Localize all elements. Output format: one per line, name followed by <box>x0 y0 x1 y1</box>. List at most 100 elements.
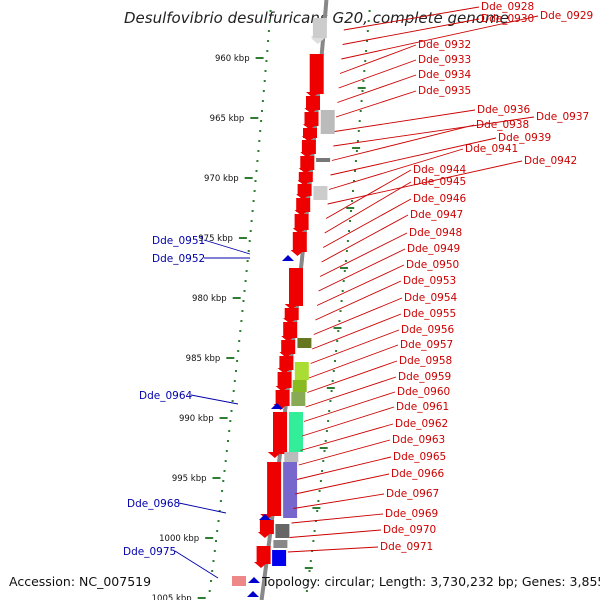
guide-dot <box>227 440 229 442</box>
scale-tick-label: 975 kbp <box>198 234 233 244</box>
guide-dot <box>345 250 348 252</box>
guide-dot <box>323 450 326 452</box>
guide-dot <box>208 590 211 592</box>
track-dotted-guides <box>208 10 371 592</box>
gene-block <box>292 232 307 252</box>
leader-line <box>341 15 539 60</box>
side-block <box>292 380 307 392</box>
guide-dot <box>250 220 253 222</box>
guide-dot <box>360 100 363 102</box>
guide-dot <box>343 270 346 272</box>
guide-dot <box>335 350 338 352</box>
gene-arrowhead <box>294 210 309 216</box>
guide-dot <box>245 270 248 272</box>
leader-line <box>343 6 480 31</box>
guide-dot <box>364 60 367 62</box>
leader-line <box>313 297 403 335</box>
guide-dot <box>261 110 263 112</box>
reverse-gene-block <box>232 576 246 586</box>
guide-dot <box>324 440 327 442</box>
guide-dot <box>368 10 371 12</box>
gene-block <box>303 128 317 138</box>
leader-line <box>293 493 385 509</box>
gene-block <box>306 96 320 110</box>
guide-dot <box>233 380 236 382</box>
guide-dot <box>354 160 357 162</box>
gene-arrowhead <box>297 180 312 186</box>
guide-dot <box>253 190 256 192</box>
scale-tick-label: 965 kbp <box>210 114 245 124</box>
leader-line <box>330 137 497 176</box>
guide-dot <box>355 150 358 152</box>
gene-arrowhead <box>277 368 292 374</box>
guide-dot <box>356 140 359 142</box>
gene-label-dde_0958: Dde_0958 <box>399 355 452 367</box>
reverse-gene-arrow <box>271 403 283 409</box>
guide-dot <box>249 230 252 232</box>
gene-label-dde_0969: Dde_0969 <box>385 508 438 520</box>
guide-dot <box>240 320 243 322</box>
guide-dot <box>367 20 370 22</box>
leader-line <box>333 116 535 147</box>
gene-arrowhead <box>283 318 298 324</box>
scale-tick-label: 995 kbp <box>172 474 207 484</box>
guide-dot <box>243 290 246 292</box>
leader-line <box>310 329 400 364</box>
gene-label-dde_0954: Dde_0954 <box>404 292 458 304</box>
gene-label-dde_0929: Dde_0929 <box>540 10 593 22</box>
leader-line <box>342 18 480 45</box>
guide-dot <box>218 510 221 512</box>
side-block <box>273 540 288 548</box>
guide-dot <box>265 60 268 62</box>
leader-line <box>312 313 402 350</box>
reverse-gene-arrow <box>259 514 271 520</box>
scale-tick-label: 980 kbp <box>192 294 227 304</box>
gene-arrowhead <box>301 136 316 142</box>
gene-block <box>284 308 299 320</box>
gene-label-dde_0936: Dde_0936 <box>477 104 531 116</box>
gene-arrowhead <box>310 38 325 44</box>
gene-block <box>300 156 315 170</box>
guide-dot <box>350 210 352 212</box>
guide-dot <box>239 330 242 332</box>
guide-dot <box>319 480 322 482</box>
leader-line <box>315 280 402 321</box>
gene-arrowhead <box>275 386 290 392</box>
gene-label-dde_0952: Dde_0952 <box>152 253 205 265</box>
guide-dot <box>358 120 361 122</box>
gene-arrowhead <box>304 108 319 114</box>
guide-dot <box>316 510 319 512</box>
gene-label-dde_0935: Dde_0935 <box>418 85 471 97</box>
leader-line <box>190 394 239 405</box>
gene-label-dde_0941: Dde_0941 <box>465 143 518 155</box>
gene-label-dde_0948: Dde_0948 <box>409 227 462 239</box>
guide-dot <box>238 340 241 342</box>
guide-dot <box>213 550 216 552</box>
guide-dot <box>342 280 345 282</box>
gene-label-dde_0938: Dde_0938 <box>476 119 529 131</box>
guide-dot <box>222 480 225 482</box>
guide-dot <box>252 200 255 202</box>
guide-dot <box>261 100 264 102</box>
guide-dot <box>254 180 257 182</box>
guide-dot <box>228 430 231 432</box>
gene-label-dde_0959: Dde_0959 <box>398 371 451 383</box>
guide-dot <box>241 310 244 312</box>
guide-dot <box>365 50 368 52</box>
guide-dot <box>262 90 265 92</box>
leader-line <box>307 360 398 393</box>
leader-line <box>322 198 412 248</box>
gene-block <box>281 340 296 354</box>
leader-line <box>305 376 397 408</box>
guide-dot <box>223 470 226 472</box>
leader-line <box>295 473 390 495</box>
guide-dot <box>330 390 333 392</box>
gene-label-dde_0951: Dde_0951 <box>152 235 205 247</box>
guide-dot <box>309 560 312 562</box>
gene-arrowhead <box>267 452 282 458</box>
gene-block <box>297 184 312 196</box>
guide-dot <box>344 260 347 262</box>
guide-dot <box>232 390 235 392</box>
accession-text: Accession: NC_007519 <box>9 574 152 589</box>
guide-dot <box>313 530 316 532</box>
